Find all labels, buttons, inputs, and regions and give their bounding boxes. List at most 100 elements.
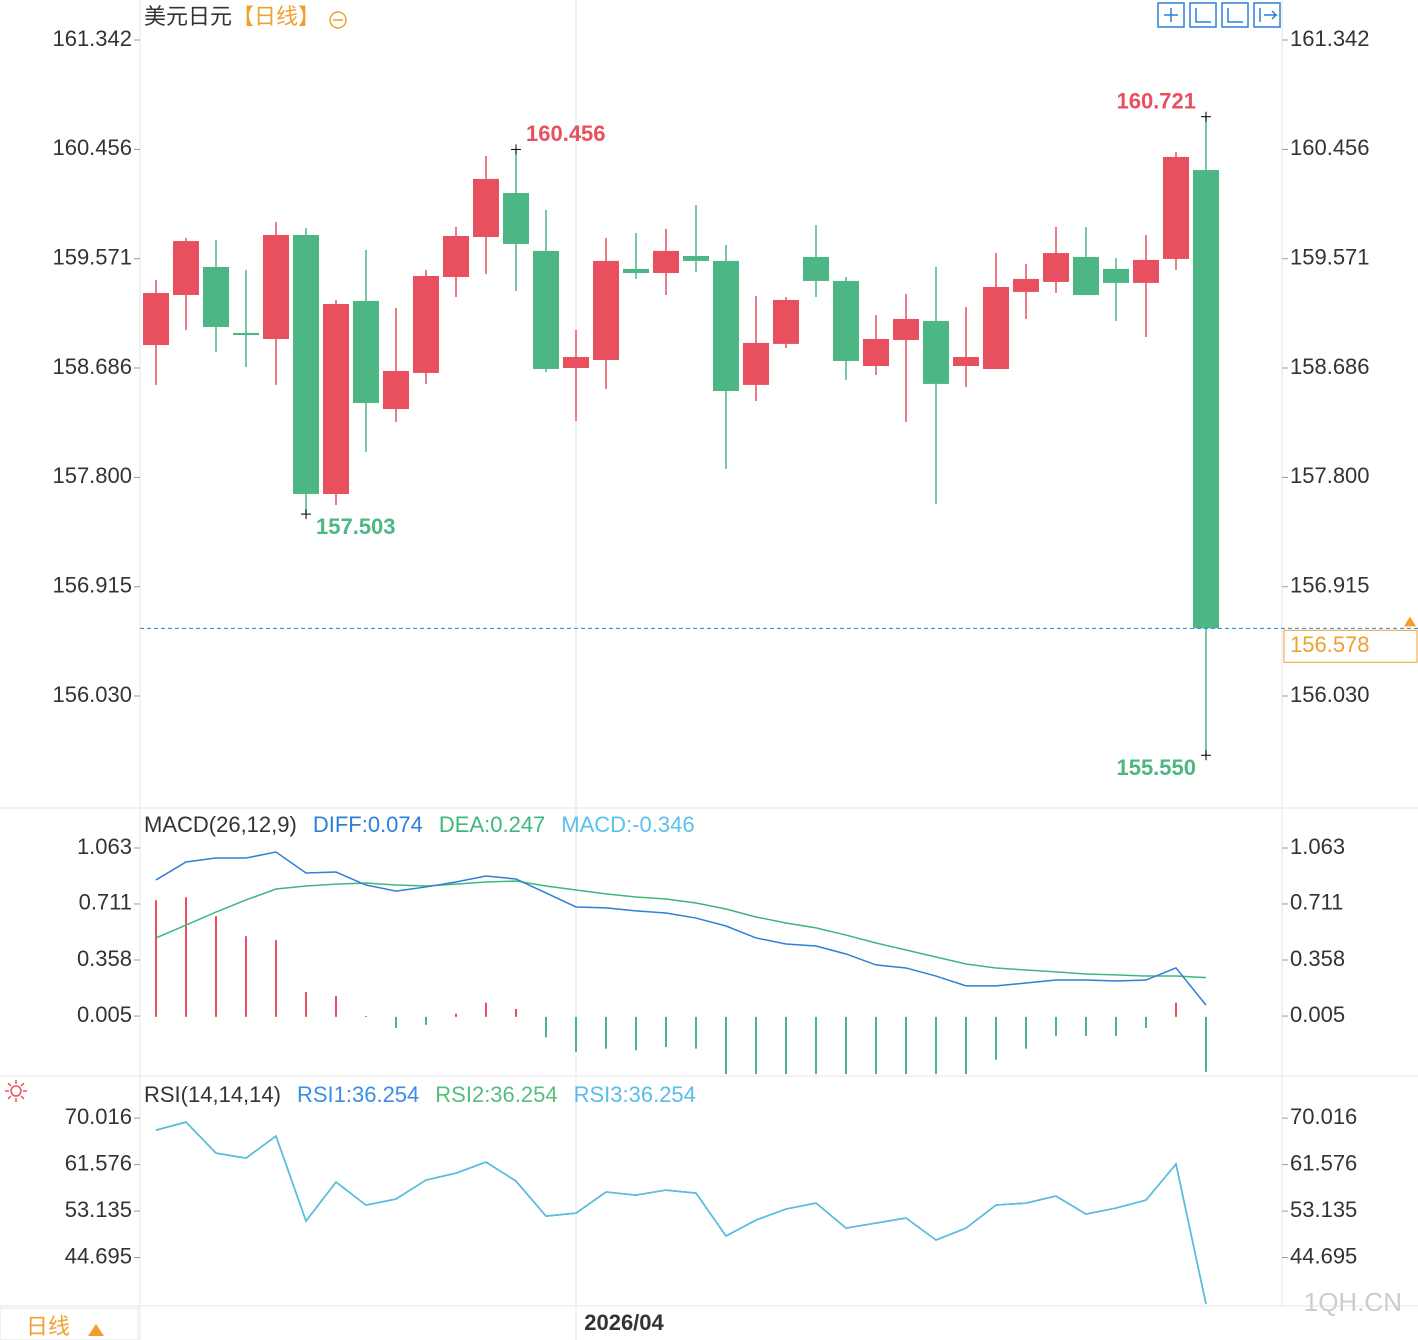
candle-body: [413, 276, 439, 373]
candle-body: [713, 260, 739, 391]
last-price-box: [1283, 629, 1418, 663]
tool-icon: [1164, 8, 1278, 23]
candle-body: [683, 255, 709, 261]
candle-body: [473, 178, 499, 237]
y-tick-label: 158.686: [52, 354, 132, 379]
candle-body: [593, 260, 619, 360]
y-tick-label: 156.030: [52, 682, 132, 707]
y-tick-label: 44.695: [65, 1243, 132, 1268]
y-tick-label: 159.571: [52, 245, 132, 270]
y-tick-label-right: 61.576: [1290, 1150, 1357, 1175]
y-tick-label-right: 159.571: [1290, 245, 1370, 270]
extreme-label: 157.503: [316, 514, 396, 539]
legend-entry: RSI1:36.254: [297, 1082, 419, 1107]
candle-body: [173, 241, 199, 296]
candle-body: [653, 250, 679, 274]
legend-entry: DEA:0.247: [439, 812, 545, 837]
tool-button[interactable]: [1157, 2, 1185, 28]
candle-body: [233, 332, 259, 336]
y-tick-label: 156.915: [52, 573, 132, 598]
legend-entry: RSI3:36.254: [574, 1082, 696, 1107]
legend-entry: DIFF:0.074: [313, 812, 423, 837]
period-button-label[interactable]: 日线: [26, 1314, 70, 1339]
series-line: [155, 880, 1207, 979]
candle-body: [1193, 170, 1219, 629]
candle-body: [923, 320, 949, 384]
y-tick-label: 53.135: [65, 1197, 132, 1222]
y-tick-label-right: 156.030: [1290, 682, 1370, 707]
y-tick-label-right: 156.915: [1290, 573, 1370, 598]
y-tick-label-right: 160.456: [1290, 135, 1370, 160]
y-tick-label-right: 157.800: [1290, 463, 1370, 488]
period-button-arrow: [88, 1324, 104, 1336]
candle-body: [953, 357, 979, 367]
candle-body: [323, 304, 349, 494]
candle-body: [533, 250, 559, 369]
candle-body: [383, 370, 409, 410]
candle-body: [863, 338, 889, 367]
candle-body: [623, 268, 649, 274]
candle-body: [143, 293, 169, 346]
series-line: [155, 1121, 1207, 1305]
y-tick-label-right: 0.005: [1290, 1002, 1345, 1027]
candle-body: [803, 256, 829, 281]
y-tick-label: 0.711: [79, 890, 132, 915]
candle-body: [773, 299, 799, 344]
tool-button[interactable]: [1221, 2, 1249, 28]
panel-title: 美元日元: [144, 4, 232, 29]
candle-body: [983, 286, 1009, 369]
candle-body: [1103, 268, 1129, 283]
period-label: 【日线】: [232, 4, 320, 29]
candle-body: [1043, 253, 1069, 282]
y-tick-label: 70.016: [65, 1104, 132, 1129]
candle-body: [203, 266, 229, 328]
candle-body: [1133, 259, 1159, 283]
y-tick-label-right: 44.695: [1290, 1243, 1357, 1268]
y-tick-label: 0.358: [77, 946, 132, 971]
y-tick-label-right: 161.342: [1290, 26, 1370, 51]
series-line: [155, 1121, 1207, 1305]
y-tick-label: 1.063: [77, 834, 132, 859]
candle-body: [443, 235, 469, 277]
candle-body: [1073, 256, 1099, 296]
y-tick-label-right: 70.016: [1290, 1104, 1357, 1129]
extreme-label: 160.456: [526, 121, 606, 146]
icon-rays: [5, 1080, 27, 1102]
toolbar: [1157, 2, 1281, 28]
extreme-label: 160.721: [1116, 89, 1196, 114]
legend-entry: RSI2:36.254: [435, 1082, 557, 1107]
candle-body: [893, 318, 919, 340]
candle-body: [293, 235, 319, 494]
candle-body: [833, 280, 859, 361]
candle-body: [743, 342, 769, 385]
candle-body: [1013, 278, 1039, 292]
period-button[interactable]: [0, 1307, 139, 1340]
y-tick-label-right: 1.063: [1290, 834, 1345, 859]
last-price-label: 156.578: [1290, 632, 1370, 657]
x-tick-label: 2026/04: [584, 1310, 664, 1335]
watermark: 1QH.CN: [1304, 1287, 1402, 1317]
legend-entry: MACD:-0.346: [561, 812, 694, 837]
panel-title: RSI(14,14,14): [144, 1082, 281, 1107]
tool-button[interactable]: [1189, 2, 1217, 28]
extreme-label: 155.550: [1116, 755, 1196, 780]
y-tick-label: 160.456: [52, 135, 132, 160]
y-tick-label-right: 53.135: [1290, 1197, 1357, 1222]
icon-circle: [10, 1085, 22, 1097]
rsi-icon: [5, 1080, 27, 1102]
candle-body: [563, 357, 589, 369]
candle-body: [503, 193, 529, 245]
y-tick-label-right: 0.711: [1290, 890, 1343, 915]
series-line: [155, 1121, 1207, 1305]
last-price-arrow: [1404, 616, 1416, 627]
zoom-icon: [329, 11, 347, 29]
y-tick-label: 0.005: [77, 1002, 132, 1027]
y-tick-label: 61.576: [65, 1150, 132, 1175]
candle-body: [353, 300, 379, 403]
tool-button[interactable]: [1253, 2, 1281, 28]
y-tick-label-right: 0.358: [1290, 946, 1345, 971]
y-tick-label: 157.800: [52, 463, 132, 488]
candle-body: [1163, 156, 1189, 259]
